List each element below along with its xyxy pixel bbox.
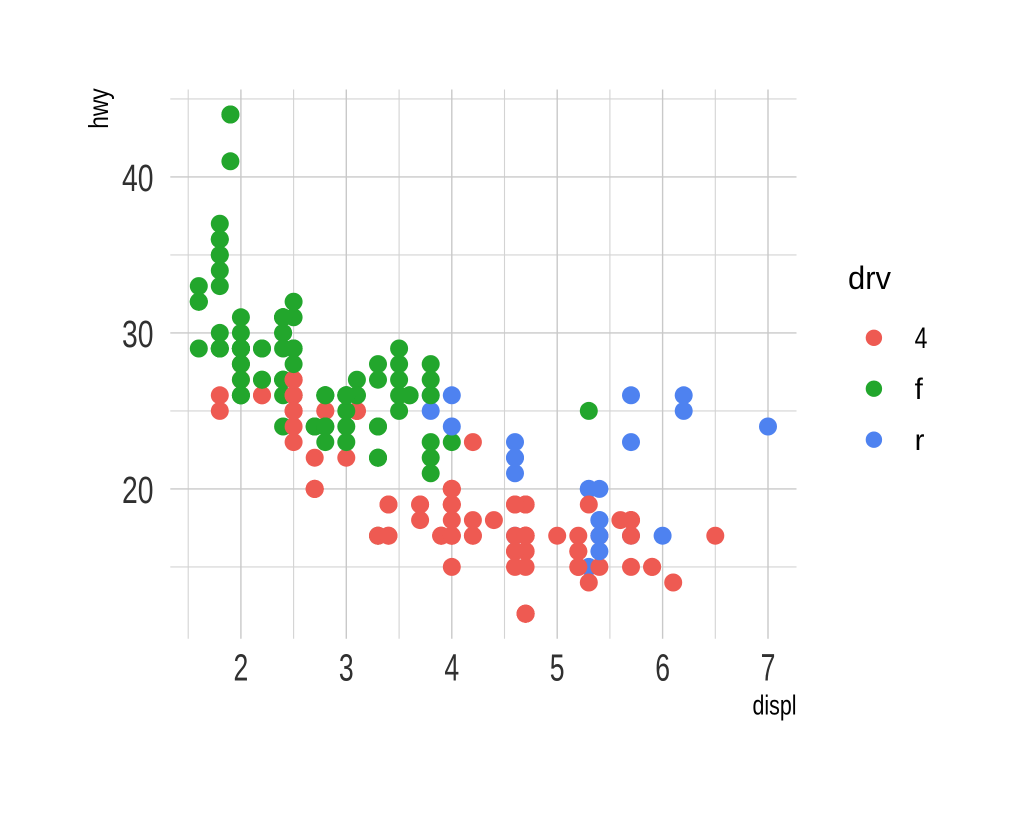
svg-text:drv: drv (848, 260, 892, 296)
svg-text:f: f (915, 373, 924, 406)
svg-text:2: 2 (234, 648, 249, 690)
svg-text:40: 40 (122, 158, 154, 200)
svg-text:displ: displ (753, 690, 797, 721)
svg-text:4: 4 (915, 322, 928, 355)
svg-text:hwy: hwy (83, 88, 114, 129)
svg-text:6: 6 (655, 648, 670, 690)
svg-text:3: 3 (339, 648, 354, 690)
svg-text:4: 4 (444, 648, 459, 690)
svg-text:30: 30 (122, 314, 154, 356)
svg-text:r: r (915, 424, 925, 457)
svg-text:5: 5 (550, 648, 565, 690)
svg-text:7: 7 (761, 648, 776, 690)
svg-text:20: 20 (122, 470, 154, 512)
